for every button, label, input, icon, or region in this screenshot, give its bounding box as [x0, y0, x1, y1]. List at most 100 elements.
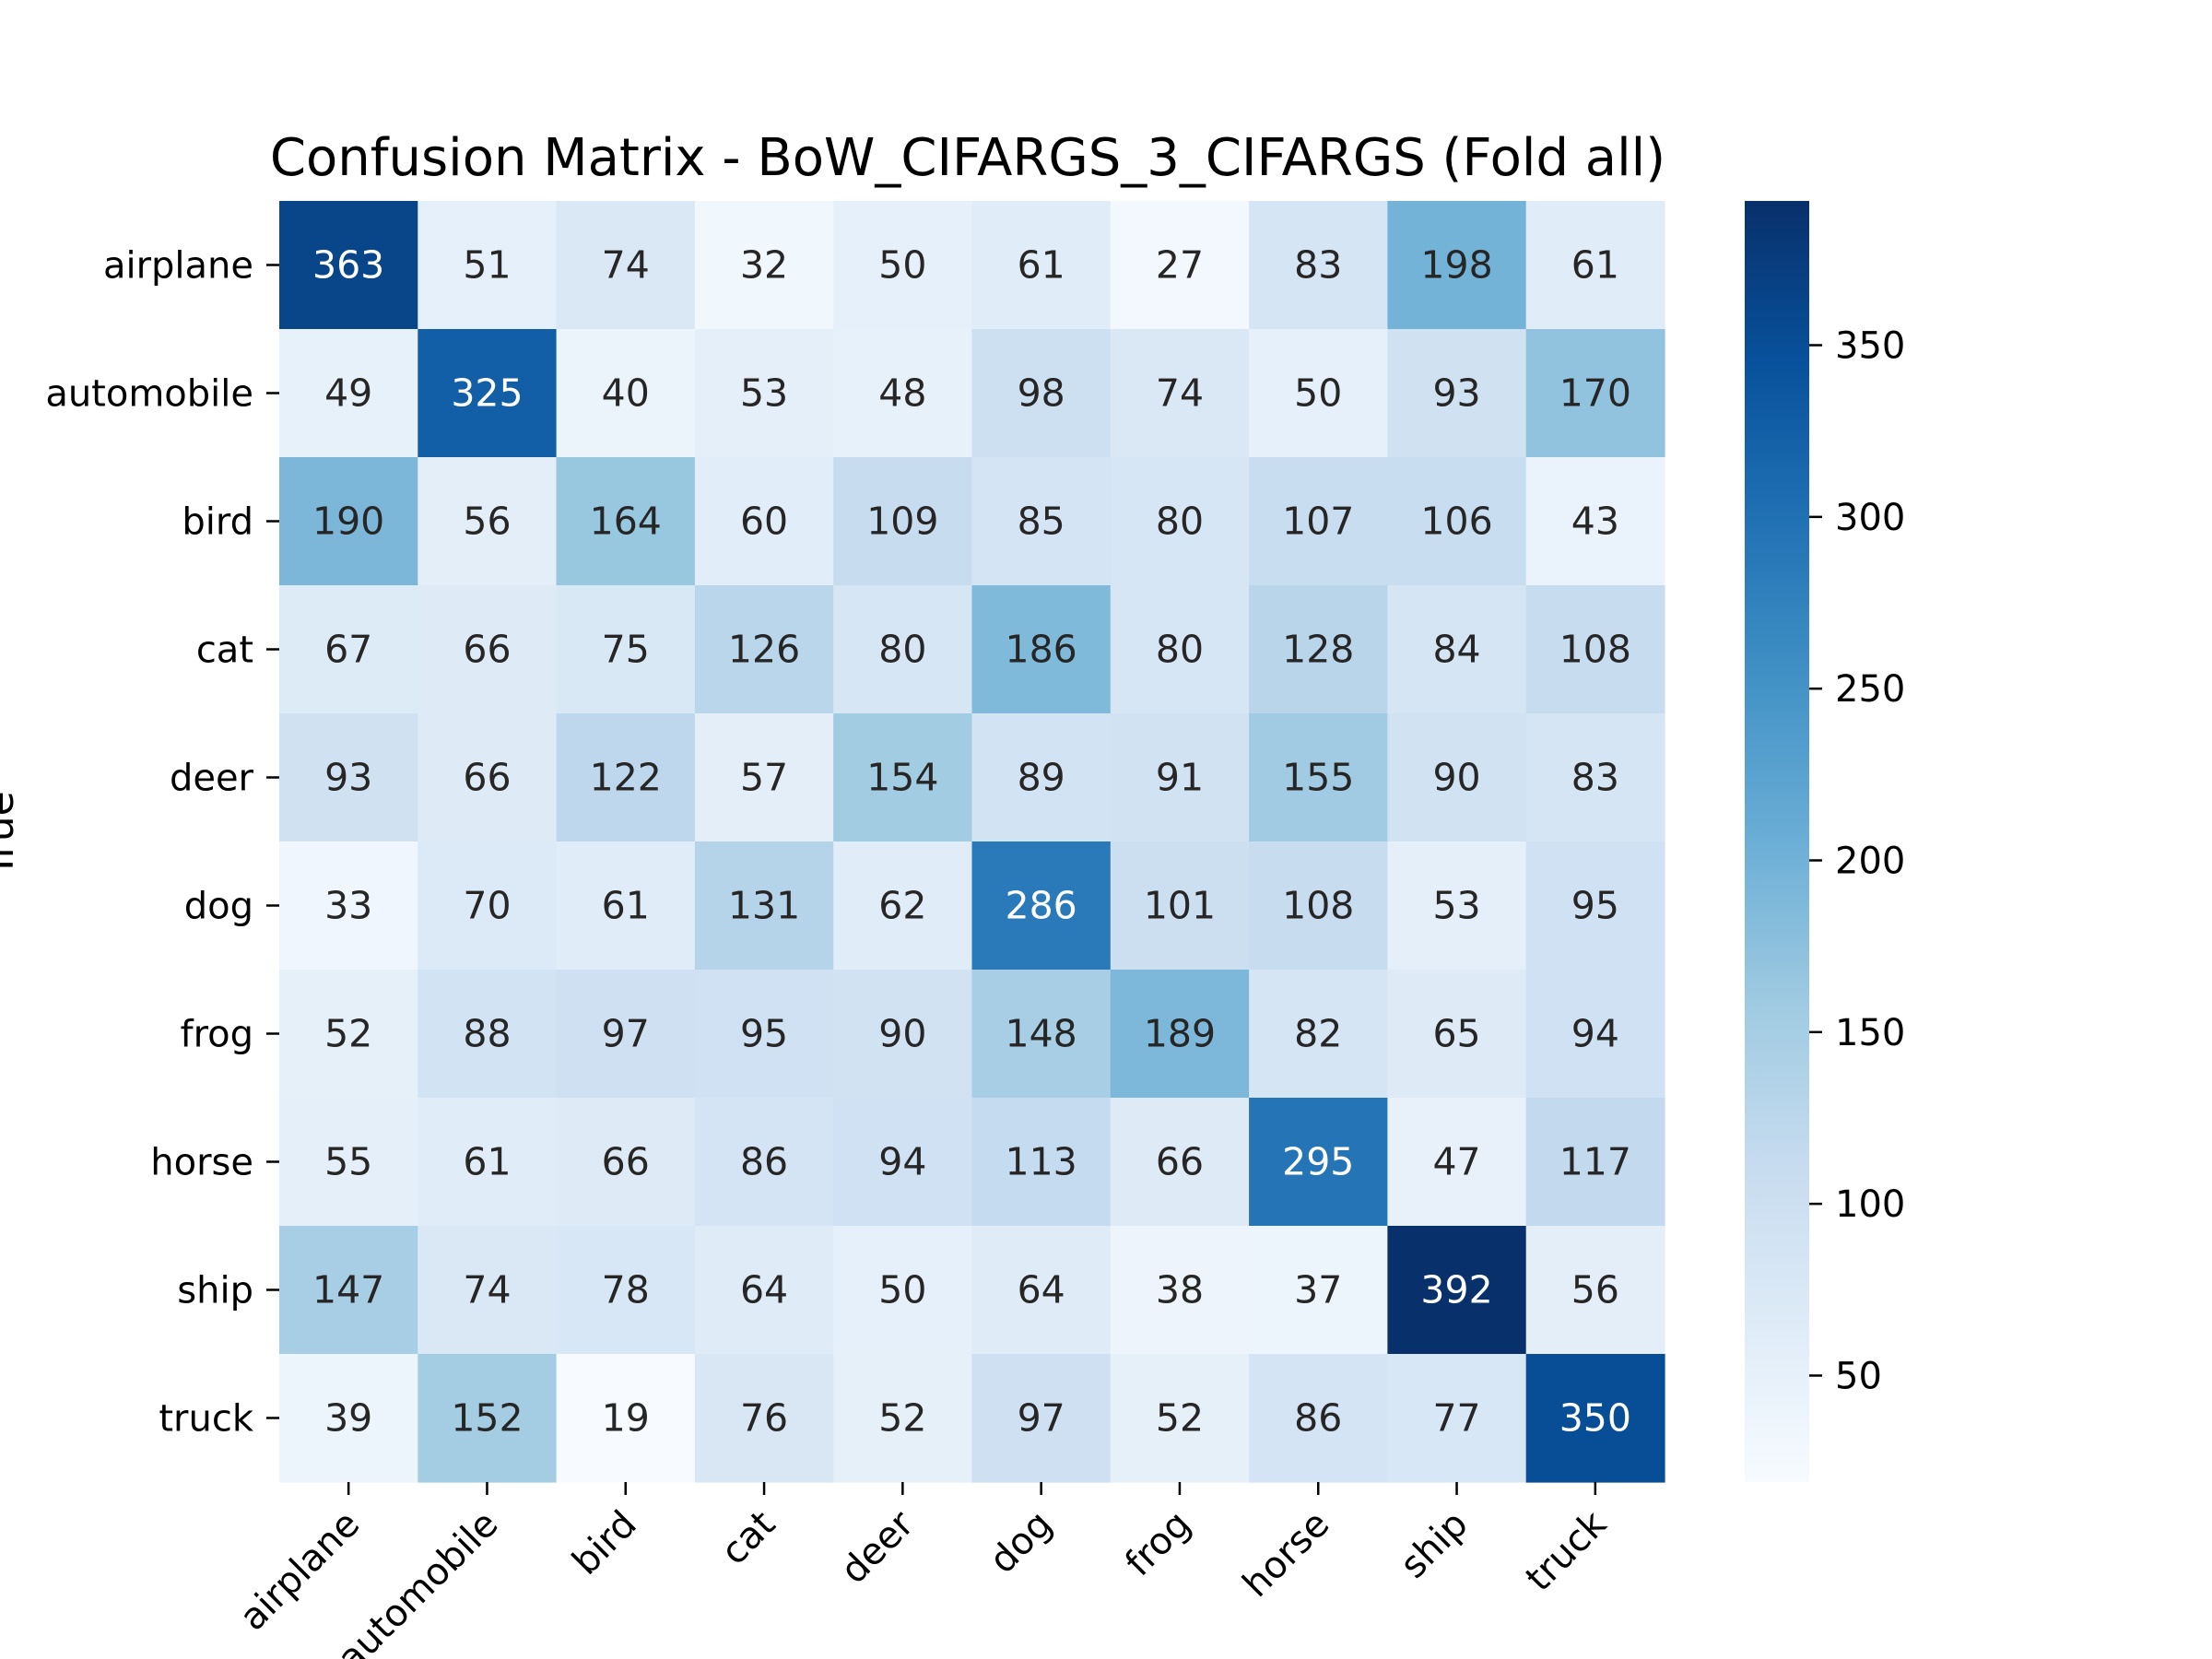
heatmap-cell: [1110, 1226, 1250, 1355]
heatmap-cell: [1387, 585, 1527, 714]
cell-value-label: 19: [602, 1396, 650, 1441]
cell-value-label: 80: [1156, 628, 1204, 672]
cell-value-label: 50: [1294, 371, 1342, 416]
heatmap-cell: [1249, 585, 1388, 714]
colorbar: [1745, 201, 1809, 1482]
cell-value-label: 95: [1571, 884, 1619, 928]
x-tick-label: dog: [982, 1503, 1061, 1583]
cell-value-label: 66: [1156, 1140, 1204, 1184]
colorbar-tick-label: 150: [1835, 1012, 1905, 1054]
heatmap-cell: [1525, 1098, 1665, 1227]
heatmap-cell: [279, 457, 418, 586]
heatmap-cell: [833, 1226, 973, 1355]
x-tick-label: bird: [564, 1503, 644, 1583]
heatmap-cell: [694, 585, 834, 714]
heatmap-cell: [418, 201, 558, 330]
y-axis-label: True: [0, 791, 23, 877]
cell-value-label: 52: [878, 1396, 926, 1441]
heatmap-cell: [418, 329, 558, 458]
heatmap-cell: [1110, 1354, 1250, 1483]
cell-value-label: 51: [463, 243, 511, 288]
heatmap-cell: [279, 1226, 418, 1355]
cell-value-label: 101: [1144, 884, 1216, 928]
heatmap-cell: [833, 1354, 973, 1483]
colorbar-tick-label: 100: [1835, 1183, 1905, 1226]
heatmap-cell: [1249, 1354, 1388, 1483]
heatmap-cell: [418, 713, 558, 842]
cell-value-label: 74: [463, 1268, 511, 1312]
heatmap-cell: [971, 1354, 1112, 1483]
cell-value-label: 295: [1282, 1140, 1354, 1184]
heatmap-cell: [418, 1354, 558, 1483]
cell-value-label: 64: [1018, 1268, 1065, 1312]
heatmap-cell: [694, 201, 834, 330]
cell-value-label: 286: [1006, 884, 1077, 928]
heatmap-cell: [556, 201, 696, 330]
heatmap-cell: [1525, 970, 1665, 1099]
cell-value-label: 61: [602, 884, 650, 928]
heatmap-cell: [971, 713, 1112, 842]
heatmap-cell: [1525, 713, 1665, 842]
heatmap-cell: [1110, 585, 1250, 714]
heatmap-cell: [694, 1226, 834, 1355]
cell-value-label: 198: [1420, 243, 1492, 288]
heatmap-cell: [279, 1354, 418, 1483]
cell-value-label: 33: [324, 884, 372, 928]
heatmap-cell: [1249, 713, 1388, 842]
cell-value-label: 131: [728, 884, 800, 928]
heatmap-cell: [1387, 457, 1527, 586]
cell-value-label: 97: [1018, 1396, 1065, 1441]
cell-value-label: 128: [1282, 628, 1354, 672]
cell-value-label: 325: [451, 371, 523, 416]
cell-value-label: 49: [324, 371, 372, 416]
heatmap-cell: [833, 329, 973, 458]
cell-value-label: 94: [1571, 1012, 1619, 1056]
cell-value-label: 77: [1432, 1396, 1480, 1441]
cell-value-label: 93: [324, 756, 372, 800]
heatmap-cell: [694, 841, 834, 971]
heatmap-cell: [556, 1354, 696, 1483]
cell-value-label: 363: [312, 243, 384, 288]
cell-value-label: 38: [1156, 1268, 1204, 1312]
heatmap-cell: [1525, 1354, 1665, 1483]
heatmap-cell: [694, 1098, 834, 1227]
heatmap-cell: [694, 970, 834, 1099]
cell-value-label: 48: [878, 371, 926, 416]
y-axis-ticks: airplane automobile bird cat deer dog frog hors…: [45, 245, 279, 1441]
cell-value-label: 62: [878, 884, 926, 928]
heatmap-cell: [556, 713, 696, 842]
cell-value-label: 86: [1294, 1396, 1342, 1441]
heatmap-cell: [1387, 1354, 1527, 1483]
heatmap-cell: [556, 970, 696, 1099]
heatmap-cell: [1249, 457, 1388, 586]
heatmap-cell: [1387, 1098, 1527, 1227]
cell-value-label: 74: [1156, 371, 1204, 416]
cell-value-label: 190: [312, 500, 384, 544]
x-tick-label: cat: [713, 1503, 784, 1574]
cell-value-label: 61: [1571, 243, 1619, 288]
heatmap-cell: [1110, 713, 1250, 842]
cell-value-label: 80: [1156, 500, 1204, 544]
cell-value-label: 155: [1282, 756, 1354, 800]
heatmap-cell: [1110, 841, 1250, 971]
x-tick-label: truck: [1518, 1502, 1616, 1600]
heatmap-cell: [833, 457, 973, 586]
heatmap-cell: [1525, 841, 1665, 971]
cell-value-label: 83: [1571, 756, 1619, 800]
heatmap-cell: [833, 713, 973, 842]
cell-value-label: 66: [463, 628, 511, 672]
heatmap-cell-labels: 363 51 74 32 50 61 27 83 198 61 49 325 40 53 48 98 74 50 9…: [312, 243, 1631, 1441]
heatmap-cell: [971, 329, 1112, 458]
heatmap-cell: [1249, 1226, 1388, 1355]
cell-value-label: 117: [1559, 1140, 1631, 1184]
heatmap-cells: [279, 201, 1665, 1483]
heatmap-cell: [971, 201, 1112, 330]
cell-value-label: 66: [602, 1140, 650, 1184]
heatmap-cell: [556, 585, 696, 714]
cell-value-label: 53: [1432, 884, 1480, 928]
heatmap-cell: [556, 1226, 696, 1355]
heatmap-cell: [1110, 1098, 1250, 1227]
heatmap-cell: [971, 841, 1112, 971]
y-tick-label: cat: [196, 629, 253, 672]
heatmap-cell: [418, 585, 558, 714]
